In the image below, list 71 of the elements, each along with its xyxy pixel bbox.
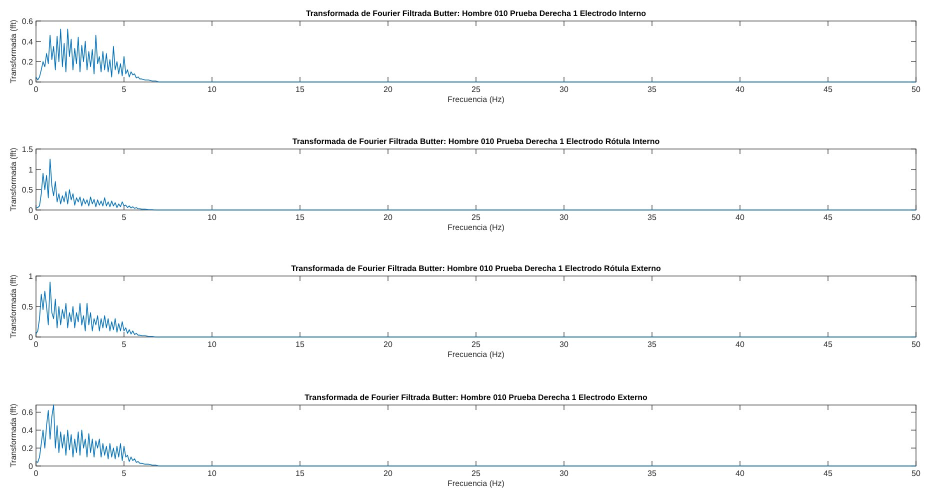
- x-tick-label: 30: [560, 85, 569, 94]
- x-tick-label: 10: [208, 213, 217, 222]
- x-tick-label: 40: [736, 85, 745, 94]
- x-tick-label: 15: [296, 340, 305, 349]
- y-axis-title: Transformada (fft): [9, 19, 18, 84]
- x-tick-label: 45: [824, 340, 833, 349]
- x-tick-label: 20: [384, 85, 393, 94]
- x-tick-label: 25: [472, 469, 481, 478]
- x-axis-title: Frecuencia (Hz): [448, 350, 505, 359]
- x-tick-label: 10: [208, 85, 217, 94]
- chart-title: Transformada de Fourier Filtrada Butter: Hombre 010 Prueba Derecha 1 Electrodo Externo: [304, 393, 648, 402]
- y-tick-label: 0.4: [22, 37, 34, 46]
- x-tick-label: 5: [122, 213, 127, 222]
- line-series: [36, 404, 916, 466]
- y-tick-label: 1: [28, 165, 34, 174]
- x-tick-label: 50: [912, 213, 921, 222]
- x-tick-label: 5: [122, 85, 127, 94]
- x-tick-label: 40: [736, 213, 745, 222]
- y-tick-label: 0: [28, 206, 34, 215]
- x-tick-label: 25: [472, 213, 481, 222]
- chart-title: Transformada de Fourier Filtrada Butter: Hombre 010 Prueba Derecha 1 Electrodo Rótula Interno: [292, 137, 660, 146]
- x-tick-label: 50: [912, 469, 921, 478]
- y-tick-label: 1.5: [22, 145, 34, 154]
- x-axis-title: Frecuencia (Hz): [448, 223, 505, 232]
- y-tick-label: 0.5: [22, 186, 34, 195]
- x-axis-title: Frecuencia (Hz): [448, 95, 505, 104]
- chart-title: Transformada de Fourier Filtrada Butter: Hombre 010 Prueba Derecha 1 Electrodo Rótula Externo: [291, 264, 662, 273]
- x-tick-label: 10: [208, 469, 217, 478]
- x-tick-label: 50: [912, 340, 921, 349]
- y-tick-label: 0.2: [22, 444, 34, 454]
- x-tick-label: 45: [824, 469, 833, 478]
- x-tick-label: 15: [296, 85, 305, 94]
- x-tick-label: 20: [384, 340, 393, 349]
- y-tick-label: 0: [28, 462, 34, 471]
- x-tick-label: 45: [824, 85, 833, 94]
- x-axis-title: Frecuencia (Hz): [448, 479, 505, 488]
- chart-title: Transformada de Fourier Filtrada Butter: Hombre 010 Prueba Derecha 1 Electrodo Interno: [306, 9, 646, 18]
- x-tick-label: 30: [560, 469, 569, 478]
- y-axis-title: Transformada (fft): [9, 274, 18, 338]
- y-tick-label: 0: [28, 333, 34, 342]
- x-tick-label: 20: [384, 213, 393, 222]
- x-tick-label: 35: [648, 85, 657, 94]
- y-tick-label: 1: [28, 272, 34, 281]
- y-axis-title: Transformada (fft): [9, 403, 18, 468]
- line-series: [36, 158, 916, 210]
- x-tick-label: 45: [824, 213, 833, 222]
- y-tick-label: 0: [28, 78, 34, 87]
- x-tick-label: 25: [472, 85, 481, 94]
- line-series: [36, 282, 916, 338]
- x-tick-label: 40: [736, 340, 745, 349]
- y-tick-label: 0.5: [22, 302, 34, 312]
- y-axis-title: Transformada (fft): [9, 147, 18, 212]
- x-tick-label: 5: [122, 469, 127, 478]
- x-tick-label: 30: [560, 340, 569, 349]
- x-tick-label: 25: [472, 340, 481, 349]
- x-tick-label: 40: [736, 469, 745, 478]
- x-tick-label: 15: [296, 469, 305, 478]
- x-tick-label: 15: [296, 213, 305, 222]
- x-tick-label: 5: [122, 340, 127, 349]
- x-tick-label: 35: [648, 340, 657, 349]
- y-tick-label: 0.4: [22, 426, 34, 436]
- x-tick-label: 35: [648, 213, 657, 222]
- line-series: [36, 28, 916, 82]
- x-tick-label: 20: [384, 469, 393, 478]
- y-tick-label: 0.2: [22, 58, 34, 67]
- x-tick-label: 35: [648, 469, 657, 478]
- y-tick-label: 0.6: [22, 17, 34, 26]
- x-tick-label: 30: [560, 213, 569, 222]
- x-tick-label: 10: [208, 340, 217, 349]
- y-tick-label: 0.6: [22, 408, 34, 418]
- x-tick-label: 50: [912, 85, 921, 94]
